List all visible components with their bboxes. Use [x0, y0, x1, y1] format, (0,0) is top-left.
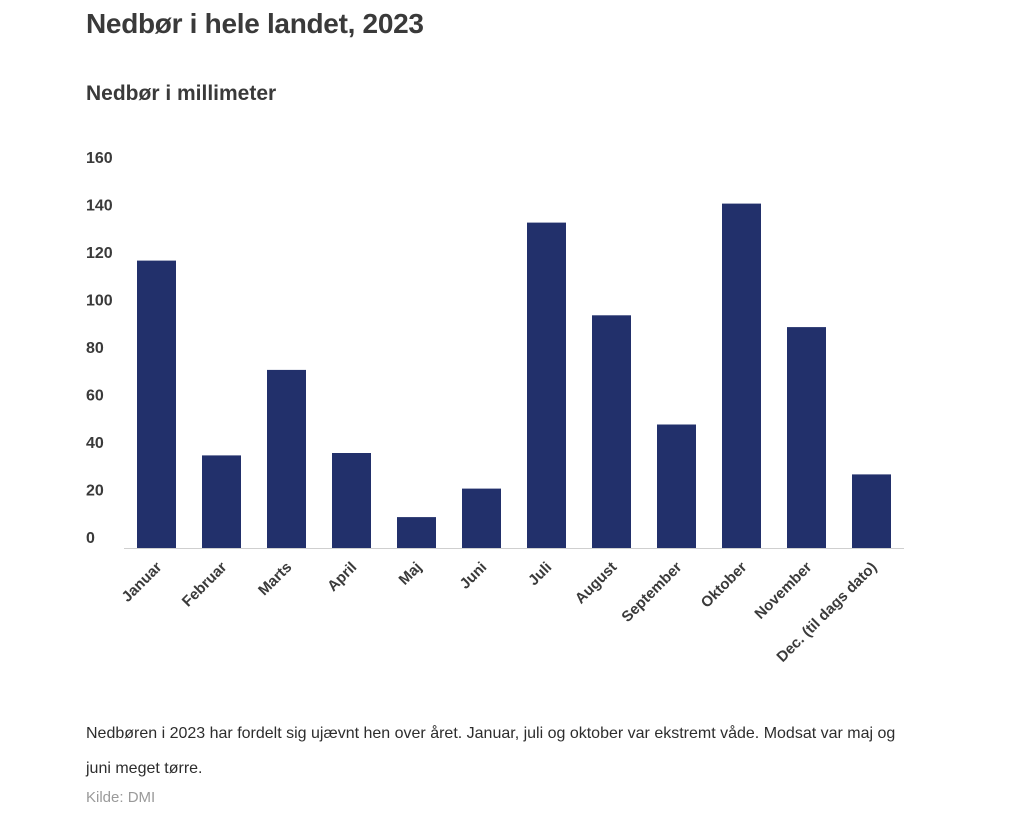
y-tick-label: 0	[86, 530, 95, 547]
bar	[267, 369, 306, 548]
bar	[137, 260, 176, 548]
x-tick-label: Februar	[179, 559, 231, 611]
x-tick-label: April	[324, 559, 360, 595]
x-tick-label: September	[618, 559, 685, 626]
y-tick-label: 40	[86, 435, 104, 452]
page-title: Nedbør i hele landet, 2023	[86, 8, 424, 39]
bar	[397, 517, 436, 548]
bar	[592, 315, 631, 549]
chart-title: Nedbør i millimeter	[86, 82, 277, 105]
bar	[462, 488, 501, 548]
x-tick-label: Marts	[255, 559, 295, 599]
source-note: Kilde: DMI	[86, 789, 156, 806]
chart-description: Nedbøren i 2023 har fordelt sig ujævnt h…	[86, 725, 896, 777]
x-tick-label: August	[572, 559, 621, 608]
x-tick-label: Juni	[456, 559, 490, 593]
bar	[527, 222, 566, 548]
y-tick-label: 100	[86, 293, 113, 310]
y-tick-label: 120	[86, 245, 113, 262]
bar	[657, 424, 696, 548]
x-tick-label: Maj	[396, 559, 426, 589]
bar	[852, 474, 891, 548]
y-tick-label: 140	[86, 198, 113, 215]
y-tick-label: 20	[86, 483, 104, 500]
y-tick-label: 60	[86, 388, 104, 405]
y-tick-label: 80	[86, 340, 104, 357]
x-tick-label: Oktober	[698, 559, 751, 612]
bar	[722, 203, 761, 548]
bar	[332, 453, 371, 548]
y-tick-label: 160	[86, 150, 113, 167]
x-tick-label: Juli	[525, 559, 555, 589]
x-tick-label: Januar	[119, 559, 166, 606]
x-tick-label: November	[751, 559, 815, 623]
bar-chart: 0 20 40 60 80 100 120 140 160 Januar Februar Marts A…	[86, 150, 904, 666]
bar	[202, 455, 241, 548]
bar	[787, 327, 826, 548]
